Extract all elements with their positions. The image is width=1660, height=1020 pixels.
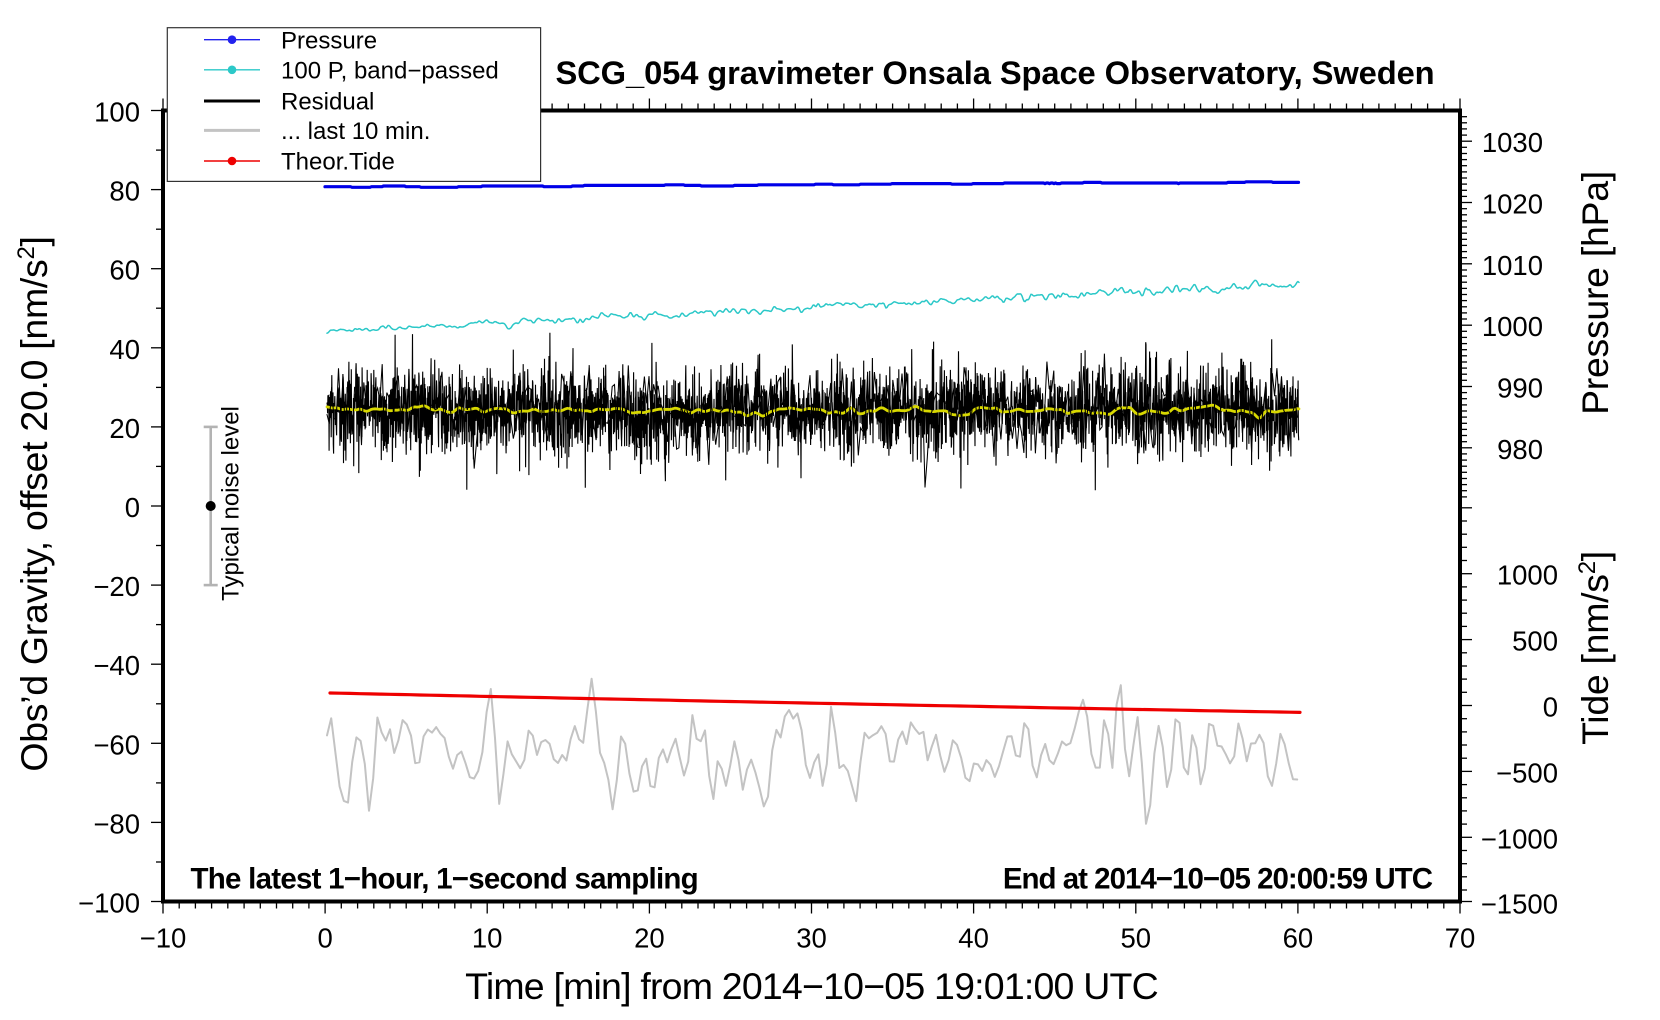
svg-text:SCG_054 gravimeter Onsala Spac: SCG_054 gravimeter Onsala Space Observat…	[555, 54, 1434, 91]
svg-text:500: 500	[1512, 626, 1558, 657]
svg-text:100: 100	[94, 97, 140, 128]
svg-text:1000: 1000	[1497, 560, 1558, 591]
svg-text:1020: 1020	[1482, 189, 1543, 220]
svg-text:Typical noise level: Typical noise level	[218, 406, 245, 601]
svg-text:Pressure [hPa]: Pressure [hPa]	[1574, 171, 1616, 415]
svg-text:990: 990	[1497, 373, 1543, 404]
svg-text:1030: 1030	[1482, 127, 1543, 158]
svg-text:40: 40	[109, 334, 140, 365]
svg-text:40: 40	[958, 923, 989, 954]
svg-text:0: 0	[317, 923, 332, 954]
svg-text:20: 20	[634, 923, 665, 954]
svg-text:1000: 1000	[1482, 311, 1543, 342]
svg-text:100 P, band−passed: 100 P, band−passed	[281, 58, 499, 85]
svg-text:−20: −20	[93, 571, 140, 602]
svg-text:980: 980	[1497, 434, 1543, 465]
svg-text:−1000: −1000	[1481, 823, 1558, 854]
svg-text:End at 2014−10−05 20:00:59 UTC: End at 2014−10−05 20:00:59 UTC	[1003, 863, 1433, 896]
svg-text:60: 60	[1283, 923, 1314, 954]
svg-text:50: 50	[1121, 923, 1152, 954]
svg-text:−100: −100	[78, 888, 140, 919]
svg-text:Time [min] from 2014−10−05 19:: Time [min] from 2014−10−05 19:01:00 UTC	[465, 965, 1158, 1007]
svg-text:−10: −10	[140, 923, 187, 954]
svg-text:70: 70	[1445, 923, 1476, 954]
svg-text:−500: −500	[1496, 757, 1558, 788]
svg-text:80: 80	[109, 176, 140, 207]
svg-text:−80: −80	[93, 808, 140, 839]
svg-text:... last 10 min.: ... last 10 min.	[281, 118, 430, 145]
svg-text:1010: 1010	[1482, 250, 1543, 281]
svg-text:Tide [nm/s2]: Tide [nm/s2]	[1574, 551, 1616, 745]
svg-text:−1500: −1500	[1481, 889, 1558, 920]
svg-text:Obs’d Gravity, offset 20.0 [nm: Obs’d Gravity, offset 20.0 [nm/s2]	[13, 236, 55, 771]
svg-text:Theor.Tide: Theor.Tide	[281, 149, 395, 176]
svg-text:Residual: Residual	[281, 89, 374, 116]
svg-text:60: 60	[109, 255, 140, 286]
svg-text:Pressure: Pressure	[281, 27, 377, 54]
svg-text:20: 20	[109, 413, 140, 444]
svg-text:0: 0	[125, 492, 140, 523]
svg-text:30: 30	[796, 923, 827, 954]
svg-text:−60: −60	[93, 729, 140, 760]
svg-text:−40: −40	[93, 650, 140, 681]
svg-text:0: 0	[1543, 692, 1558, 723]
svg-text:The latest 1−hour, 1−second sa: The latest 1−hour, 1−second sampling	[191, 863, 698, 896]
svg-text:10: 10	[472, 923, 503, 954]
